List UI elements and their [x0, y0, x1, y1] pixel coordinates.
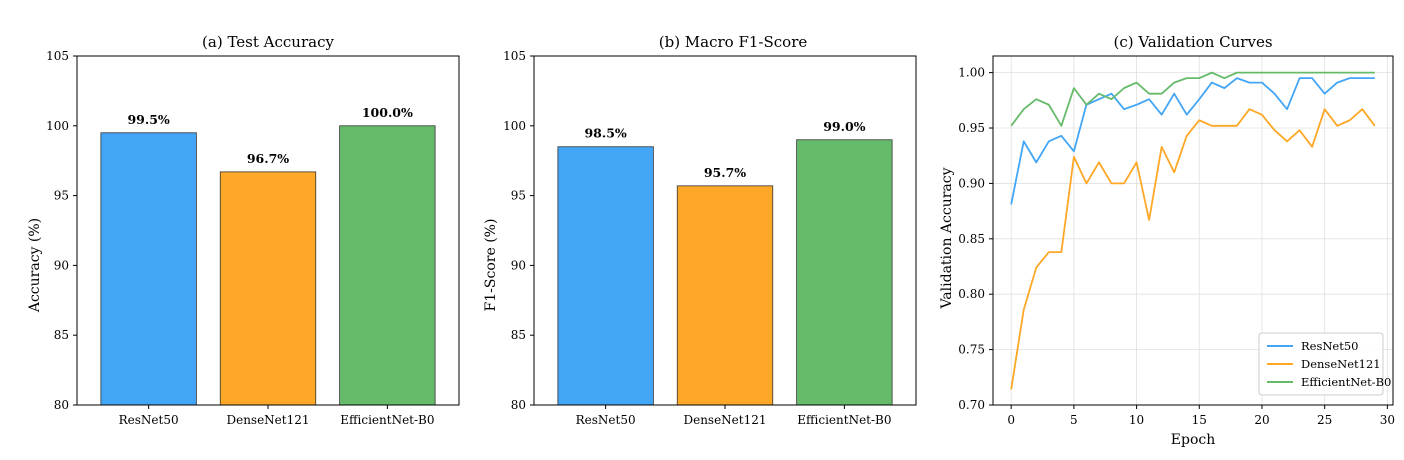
y-tick-label: 105: [46, 49, 69, 63]
bar-resnet50: [557, 146, 654, 406]
y-axis-label: F1-Score (%): [483, 219, 499, 312]
x-axis-label: Epoch: [1171, 432, 1215, 448]
y-tick-label: 100: [46, 119, 69, 133]
x-tick-label: 0: [1007, 413, 1015, 427]
x-tick-label: DenseNet121: [226, 413, 309, 427]
y-tick-label: 0.95: [958, 121, 985, 135]
y-axis-label: Accuracy (%): [27, 218, 43, 313]
y-tick-label: 0.75: [958, 343, 985, 357]
y-tick-label: 105: [503, 49, 526, 63]
y-tick-label: 85: [54, 328, 69, 342]
axes-frame: [992, 55, 1394, 406]
y-tick-label: 0.70: [958, 398, 985, 412]
y-tick-label: 0.90: [958, 176, 985, 190]
y-tick-label: 100: [503, 119, 526, 133]
legend-box: [1258, 332, 1384, 396]
bar-resnet50: [100, 132, 197, 406]
y-tick-label: 80: [511, 398, 526, 412]
chart-title: (c) Validation Curves: [1113, 33, 1272, 51]
x-tick-label: EfficientNet-B0: [797, 413, 891, 427]
chart-title: (b) Macro F1-Score: [659, 33, 808, 51]
x-tick-label: 5: [1070, 413, 1078, 427]
y-tick-label: 90: [54, 258, 69, 272]
y-axis-label: Validation Accuracy: [939, 167, 955, 309]
x-tick-label: ResNet50: [119, 413, 179, 427]
value-label: 99.5%: [127, 112, 169, 127]
x-tick-label: 25: [1317, 413, 1332, 427]
x-tick-label: 15: [1192, 413, 1207, 427]
panel-validation-curves: (c) Validation Curves Validation Accurac…: [939, 33, 1395, 448]
y-tick-label: 95: [511, 189, 526, 203]
x-tick-label: ResNet50: [576, 413, 636, 427]
chart-title: (a) Test Accuracy: [202, 33, 334, 51]
y-tick-label: 0.85: [958, 232, 985, 246]
series-line-resnet50: [1010, 77, 1375, 205]
x-tick-label: 10: [1129, 413, 1144, 427]
bar-densenet121: [676, 185, 774, 406]
series-line-efficientnet-b0: [1010, 71, 1375, 127]
y-tick-label: 95: [54, 189, 69, 203]
x-tick-label: 20: [1254, 413, 1269, 427]
x-tick-label: 30: [1380, 413, 1395, 427]
value-label: 95.7%: [704, 165, 746, 180]
legend: ResNet50 DenseNet121 EfficientNet-B0: [1258, 332, 1391, 396]
x-tick-label: DenseNet121: [683, 413, 766, 427]
y-tick-label: 80: [54, 398, 69, 412]
bar-densenet121: [219, 171, 317, 406]
legend-label: EfficientNet-B0: [1301, 375, 1391, 389]
legend-label: DenseNet121: [1301, 357, 1381, 371]
y-tick-label: 0.80: [958, 287, 985, 301]
bar-efficientnet-b0: [339, 125, 436, 406]
y-tick-label: 1.00: [958, 66, 985, 80]
series-line-densenet121: [1010, 108, 1376, 390]
legend-label: ResNet50: [1301, 339, 1359, 353]
panel-macro-f1: (b) Macro F1-Score F1-Score (%) 98.5% 95.…: [483, 33, 917, 427]
value-label: 96.7%: [247, 151, 289, 166]
y-tick-label: 90: [511, 258, 526, 272]
value-label: 100.0%: [362, 105, 413, 120]
value-label: 99.0%: [823, 119, 865, 134]
y-tick-label: 85: [511, 328, 526, 342]
panel-test-accuracy: (a) Test Accuracy Accuracy (%) 99.5% 96.7…: [27, 33, 460, 427]
bar-efficientnet-b0: [796, 139, 893, 406]
value-label: 98.5%: [584, 126, 626, 141]
x-tick-label: EfficientNet-B0: [340, 413, 434, 427]
